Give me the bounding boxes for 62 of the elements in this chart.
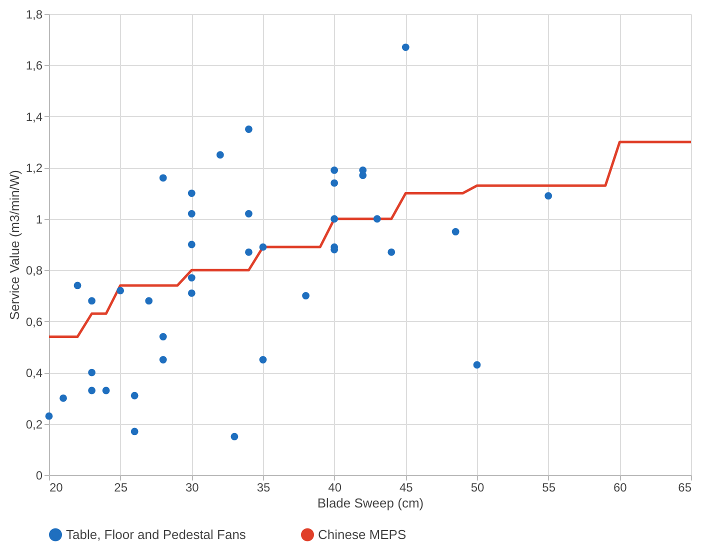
- point: [388, 248, 396, 256]
- y-tick-label: 0,8: [26, 264, 43, 278]
- y-tick-label: 1: [36, 212, 43, 226]
- y-tick-label: 0,2: [26, 417, 43, 432]
- x-tick-label: 25: [114, 480, 128, 494]
- line-series: [48, 140, 692, 338]
- point: [159, 174, 167, 182]
- point: [473, 361, 481, 369]
- x-tick-label: 50: [470, 480, 484, 494]
- point: [330, 179, 338, 187]
- y-tick-label: 1,8: [26, 8, 43, 22]
- legend-label: Table, Floor and Pedestal Fans: [66, 526, 246, 542]
- point: [188, 210, 196, 218]
- y-tick-label: 1,4: [26, 110, 43, 124]
- point: [452, 228, 460, 236]
- x-tick-label: 35: [256, 480, 270, 494]
- point: [130, 428, 138, 436]
- y-tick-label: 0: [36, 468, 43, 482]
- point: [230, 432, 238, 440]
- x-tick-label: 40: [328, 480, 342, 494]
- point: [116, 286, 124, 294]
- point: [159, 356, 167, 364]
- point: [188, 274, 196, 282]
- point: [102, 386, 110, 394]
- point: [45, 412, 53, 420]
- point: [216, 151, 224, 159]
- point: [259, 356, 267, 364]
- point: [159, 333, 167, 340]
- y-tick-label: 0,6: [26, 314, 43, 329]
- point: [74, 282, 82, 290]
- x-axis-title: Blade Sweep (cm): [317, 496, 424, 510]
- point: [88, 297, 96, 305]
- x-tick-label: 65: [678, 480, 692, 494]
- point: [188, 289, 196, 297]
- x-tick-label: 55: [542, 480, 556, 494]
- x-tick-label: 60: [613, 480, 628, 494]
- x-tick-label: 30: [185, 480, 200, 494]
- point: [130, 392, 138, 400]
- point: [359, 172, 367, 180]
- point: [259, 243, 267, 251]
- point: [330, 215, 338, 223]
- point: [245, 126, 252, 133]
- y-tick-label: 1,2: [26, 161, 43, 176]
- y-tick-label: 1,6: [26, 58, 43, 73]
- x-tick-label: 20: [50, 480, 64, 494]
- point: [544, 192, 552, 200]
- point: [145, 297, 153, 305]
- point: [88, 368, 96, 376]
- point: [88, 386, 96, 394]
- point: [188, 190, 196, 197]
- y-tick-label: 0,4: [26, 366, 43, 380]
- point: [330, 166, 338, 174]
- y-axis-title: Service Value (m3/min/W): [6, 170, 22, 320]
- point: [302, 292, 310, 300]
- point: [245, 248, 252, 256]
- x-tick-label: 45: [399, 480, 414, 494]
- point: [373, 215, 381, 223]
- point: [402, 44, 410, 51]
- legend-label: Chinese MEPS: [318, 526, 406, 542]
- point: [188, 240, 196, 248]
- point: [60, 394, 67, 402]
- point: [245, 210, 252, 218]
